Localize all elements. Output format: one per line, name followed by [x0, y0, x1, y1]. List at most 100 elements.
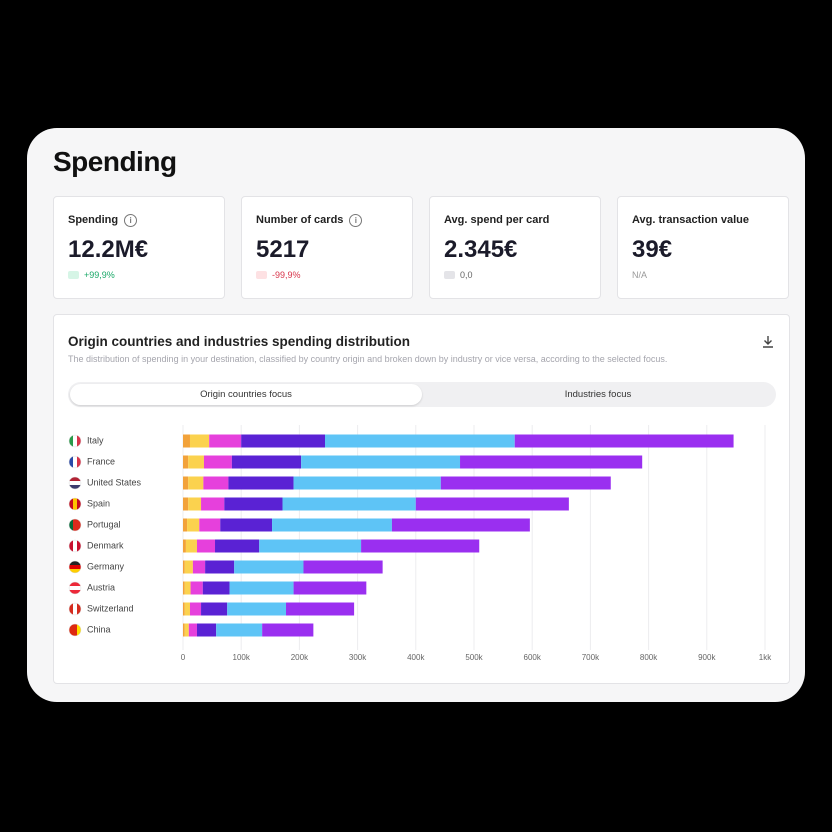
bar-segment — [185, 539, 197, 553]
bar-segment — [189, 434, 210, 448]
bar-segment — [203, 455, 232, 469]
bar-segment — [183, 623, 185, 637]
bar-segment — [201, 497, 225, 511]
kpi-value: 5217 — [256, 236, 310, 263]
trend-badge — [444, 271, 455, 279]
bar-segment — [227, 602, 287, 616]
x-tick-label: 600k — [524, 653, 542, 662]
x-tick-label: 0 — [181, 653, 186, 662]
x-tick-label: 900k — [698, 653, 716, 662]
flag-icon — [68, 602, 82, 616]
bar-segment — [188, 497, 202, 511]
bar-segment — [415, 497, 569, 511]
bar-segment — [293, 581, 367, 595]
kpi-label-row: Avg. transaction value — [632, 213, 774, 227]
flag-icon — [68, 560, 82, 574]
bar-segment — [231, 455, 302, 469]
info-icon: i — [349, 213, 363, 227]
download-button[interactable] — [761, 335, 775, 349]
kpi-delta-row: 0,0 — [444, 270, 586, 280]
bar-segment — [183, 455, 189, 469]
bar-segment — [262, 623, 314, 637]
bar-segment — [196, 623, 217, 637]
category-label: France — [87, 456, 115, 466]
x-tick-label: 1kk — [759, 653, 772, 662]
bar-segment — [183, 497, 189, 511]
kpi-delta-row: +99,9% — [68, 270, 210, 280]
x-tick-label: 800k — [640, 653, 658, 662]
trend-badge — [256, 271, 267, 279]
bar-segment — [183, 602, 185, 616]
bar-segment — [325, 434, 515, 448]
bar-segment — [184, 560, 193, 574]
bar-segment — [216, 623, 263, 637]
kpi-delta: N/A — [632, 270, 648, 280]
tab[interactable]: Industries focus — [564, 389, 632, 400]
bar-segment — [190, 581, 203, 595]
bar-segment — [183, 560, 185, 574]
kpi-label: Spending — [68, 214, 119, 226]
x-tick-label: 200k — [291, 653, 309, 662]
page-title: Spending — [53, 146, 177, 177]
category-label: United States — [87, 477, 142, 487]
dashboard-card: Spending Spending i 12.2M€ +99,9% Number of … — [27, 128, 805, 702]
bar-segment — [187, 518, 200, 532]
chart-subtitle: The distribution of spending in your des… — [68, 354, 668, 364]
x-tick-label: 300k — [349, 653, 367, 662]
kpi-card: Avg. spend per card 2.345€ 0,0 — [429, 196, 601, 299]
bar-segment — [282, 497, 416, 511]
tab[interactable]: Origin countries focus — [70, 384, 422, 405]
bar-segment — [440, 476, 611, 490]
bar-segment — [286, 602, 355, 616]
bar-segment — [391, 518, 530, 532]
bar-segment — [228, 476, 294, 490]
trend-badge — [68, 271, 79, 279]
bar-segment — [205, 560, 235, 574]
bar-segment — [259, 539, 362, 553]
bar-segment — [196, 539, 216, 553]
category-label: Italy — [87, 435, 104, 445]
bar-segment — [183, 581, 185, 595]
chart-title: Origin countries and industries spending… — [68, 334, 411, 349]
kpi-delta-row: -99,9% — [256, 270, 398, 280]
kpi-delta: -99,9% — [272, 270, 301, 280]
category-label: Portugal — [87, 519, 121, 529]
kpi-label: Avg. spend per card — [444, 214, 550, 226]
category-label: Switzerland — [87, 603, 134, 613]
x-tick-label: 700k — [582, 653, 600, 662]
kpi-value: 2.345€ — [444, 236, 518, 263]
flag-icon — [68, 476, 82, 490]
category-label: Spain — [87, 498, 110, 508]
bar-segment — [184, 602, 190, 616]
category-label: Denmark — [87, 540, 124, 550]
bar-segment — [301, 455, 461, 469]
kpi-label-row: Spending i — [68, 213, 210, 227]
flag-icon — [68, 539, 82, 553]
info-icon: i — [124, 213, 138, 227]
kpi-value: 12.2M€ — [68, 236, 149, 263]
bar-segment — [303, 560, 383, 574]
kpi-delta: +99,9% — [84, 270, 115, 280]
focus-tabs: Origin countries focus Industries focus — [68, 382, 776, 407]
bar-segment — [184, 623, 189, 637]
x-tick-label: 400k — [407, 653, 425, 662]
kpi-delta-row: N/A — [632, 270, 774, 280]
kpi-label-row: Avg. spend per card — [444, 213, 586, 227]
bar-segment — [234, 560, 304, 574]
category-label: Germany — [87, 561, 125, 571]
category-label: China — [87, 624, 111, 634]
flag-icon — [68, 518, 82, 532]
flag-icon — [68, 581, 82, 595]
bar-segment — [361, 539, 480, 553]
bar-segment — [209, 434, 242, 448]
flag-icon — [68, 434, 82, 448]
bar-segment — [293, 476, 441, 490]
bar-segment — [202, 581, 230, 595]
kpi-card: Spending i 12.2M€ +99,9% — [53, 196, 225, 299]
bar-segment — [272, 518, 392, 532]
kpi-label: Avg. transaction value — [632, 214, 749, 226]
bar-segment — [183, 518, 188, 532]
bar-segment — [241, 434, 326, 448]
kpi-card: Number of cards i 5217 -99,9% — [241, 196, 413, 299]
